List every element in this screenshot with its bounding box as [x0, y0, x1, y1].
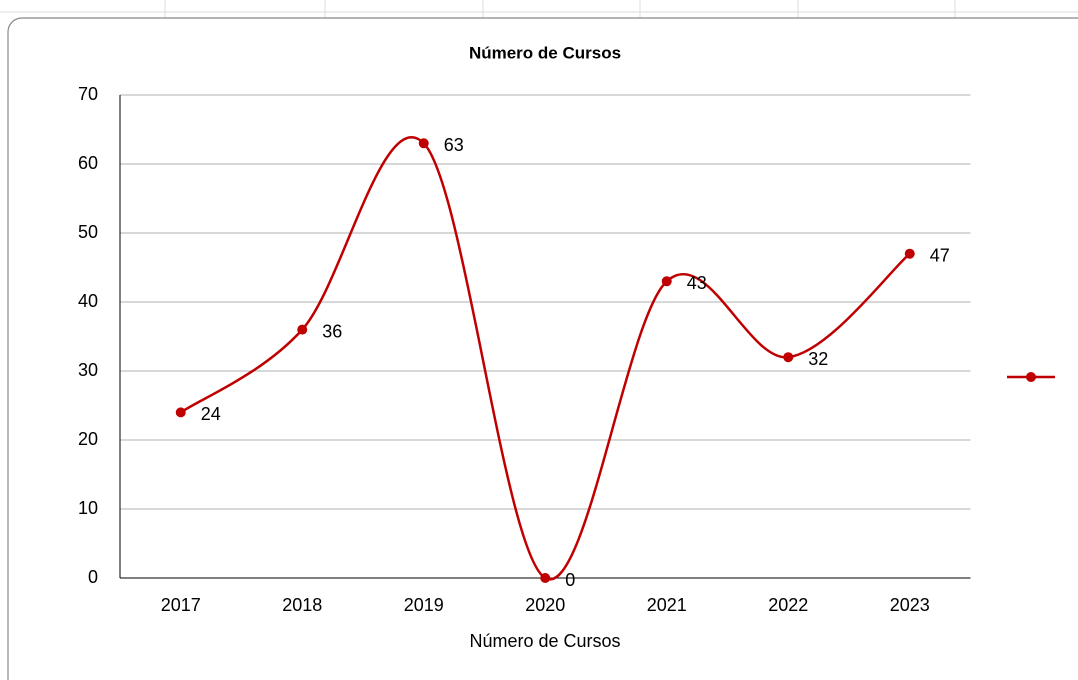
- x-tick-label: 2023: [890, 595, 930, 615]
- data-label: 43: [687, 273, 707, 293]
- data-label: 47: [930, 245, 950, 265]
- data-point: [904, 248, 915, 259]
- data-label: 24: [201, 404, 221, 424]
- chart-title: Número de Cursos: [469, 43, 621, 62]
- data-label: 36: [322, 321, 342, 341]
- x-tick-label: 2020: [525, 595, 565, 615]
- x-tick-label: 2018: [282, 595, 322, 615]
- y-tick-label: 70: [78, 84, 98, 104]
- data-point: [540, 573, 551, 583]
- x-axis-label: Número de Cursos: [469, 631, 620, 651]
- y-tick-label: 10: [78, 498, 98, 518]
- series-line: [180, 136, 911, 581]
- legend-swatch-marker: [1026, 372, 1036, 382]
- x-tick-label: 2022: [768, 595, 808, 615]
- x-tick-label: 2019: [404, 595, 444, 615]
- data-label: 0: [565, 570, 575, 590]
- chart-frame: [7, 17, 1078, 680]
- y-tick-label: 20: [78, 429, 98, 449]
- y-tick-label: 50: [78, 222, 98, 242]
- y-tick-label: 0: [88, 567, 98, 587]
- y-tick-label: 60: [78, 153, 98, 173]
- data-point: [175, 407, 186, 418]
- data-label: 63: [444, 135, 464, 155]
- data-point: [418, 138, 429, 149]
- sheet-grid: [0, 0, 1078, 18]
- y-tick-label: 30: [78, 360, 98, 380]
- data-point: [661, 276, 672, 287]
- data-point: [297, 324, 308, 335]
- x-tick-label: 2017: [161, 595, 201, 615]
- data-label: 32: [808, 349, 828, 369]
- x-tick-label: 2021: [647, 595, 687, 615]
- data-point: [783, 352, 794, 363]
- y-tick-label: 40: [78, 291, 98, 311]
